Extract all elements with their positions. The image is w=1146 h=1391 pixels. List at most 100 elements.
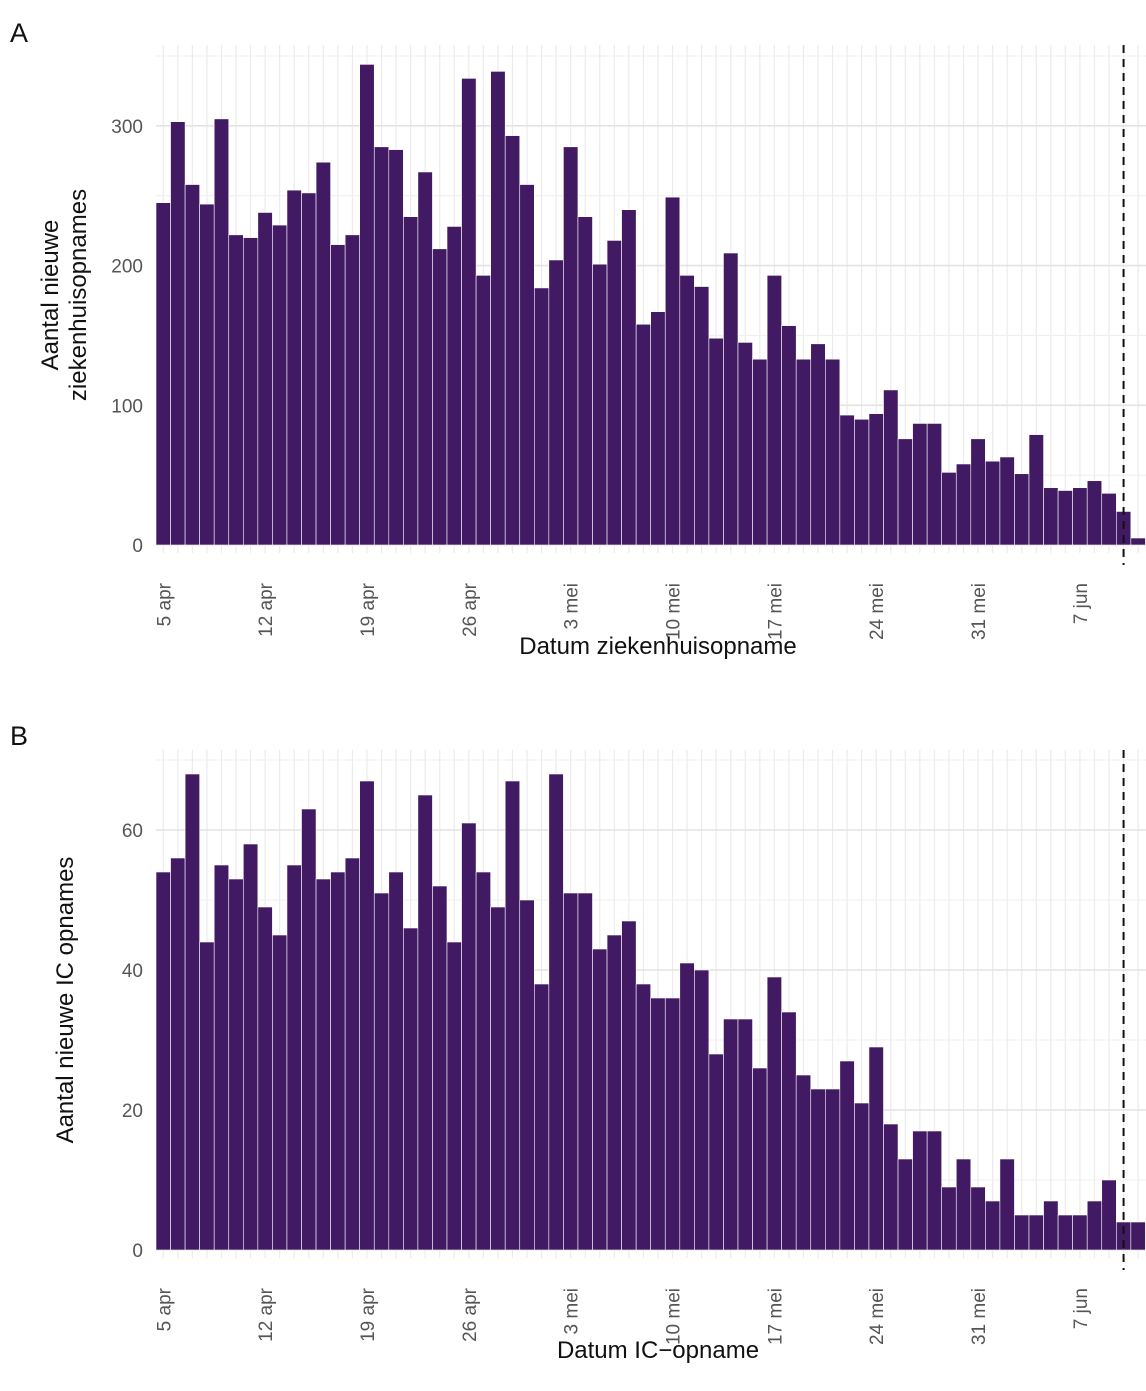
- bar: [301, 192, 317, 546]
- bar: [810, 343, 826, 546]
- bar: [970, 1186, 986, 1251]
- bar: [912, 423, 928, 546]
- bar: [810, 1088, 826, 1251]
- bar: [446, 226, 462, 546]
- bar: [795, 1074, 812, 1251]
- bar: [548, 259, 564, 546]
- x-tick-label: 31 mei: [969, 1288, 990, 1345]
- bar: [985, 1200, 1001, 1251]
- bar: [170, 857, 186, 1251]
- x-tick-label: 17 mei: [765, 1288, 786, 1345]
- x-axis-title: Datum IC−opname: [557, 1337, 759, 1364]
- bar: [824, 1088, 841, 1251]
- bar: [272, 934, 288, 1251]
- bar: [213, 864, 230, 1251]
- x-tick-label: 5 apr: [154, 582, 175, 626]
- bar: [301, 808, 317, 1251]
- bar: [635, 323, 652, 546]
- bar: [257, 906, 273, 1251]
- bar: [708, 337, 724, 546]
- bar: [679, 962, 695, 1251]
- bar: [519, 184, 535, 546]
- bar: [344, 857, 360, 1251]
- bar: [388, 871, 404, 1251]
- bar: [359, 780, 375, 1251]
- chart-panel-b: B 0 20 40 60 5 apr 12 apr 19 apr 26 apr 3 mei 10 m…: [10, 721, 1146, 1364]
- bar: [664, 196, 681, 546]
- bar: [446, 941, 462, 1251]
- bar: [1101, 1179, 1117, 1251]
- bar: [664, 997, 681, 1251]
- bar: [592, 263, 608, 546]
- y-axis-title: Aantal nieuwe IC opnames: [52, 857, 79, 1144]
- bar: [519, 899, 535, 1251]
- bar: [926, 423, 943, 546]
- bar: [577, 216, 593, 546]
- y-axis-title: Aantal nieuwe: [37, 220, 64, 371]
- x-tick-label: 24 mei: [867, 1288, 888, 1345]
- bar: [766, 275, 782, 546]
- bar: [795, 358, 812, 546]
- bar: [766, 976, 782, 1251]
- x-tick-label: 24 mei: [867, 583, 888, 640]
- bar: [1057, 1214, 1073, 1251]
- x-tick-label: 17 mei: [765, 583, 786, 640]
- x-tick-label: 10 mei: [664, 1288, 685, 1345]
- bar: [461, 822, 477, 1251]
- bar: [359, 64, 375, 546]
- bar: [606, 934, 622, 1251]
- bar: [490, 71, 506, 546]
- bar: [461, 78, 477, 546]
- bar: [1101, 493, 1117, 546]
- x-tick-label: 7 jun: [1071, 1288, 1092, 1329]
- bar: [999, 1158, 1015, 1251]
- bar: [606, 240, 622, 546]
- bar: [650, 311, 666, 546]
- bar: [1072, 1214, 1088, 1251]
- bar: [548, 773, 564, 1251]
- x-tick-label: 10 mei: [664, 583, 685, 640]
- bar: [330, 871, 346, 1251]
- bar: [199, 203, 215, 546]
- bar: [1072, 487, 1088, 546]
- bar: [824, 358, 841, 546]
- bar: [955, 1158, 972, 1251]
- bar: [1043, 1200, 1059, 1251]
- bar: [286, 189, 302, 546]
- bar: [1014, 1214, 1030, 1251]
- bar: [723, 1018, 739, 1251]
- bar: [839, 1060, 855, 1251]
- bar: [315, 878, 331, 1251]
- x-tick-label: 31 mei: [969, 583, 990, 640]
- bar: [475, 871, 491, 1251]
- bar: [388, 149, 404, 546]
- x-tick-label: 26 apr: [460, 1287, 481, 1342]
- bar: [650, 997, 666, 1251]
- bar: [912, 1130, 928, 1251]
- x-tick-label: 12 apr: [256, 582, 277, 637]
- bar: [199, 941, 215, 1251]
- y-tick-label: 0: [132, 1241, 143, 1262]
- bar: [1130, 1221, 1146, 1251]
- bar: [854, 418, 870, 546]
- bar: [897, 438, 913, 546]
- bar: [577, 892, 593, 1251]
- bar: [504, 780, 521, 1251]
- y-tick-label: 40: [122, 961, 143, 982]
- x-tick-label: 26 apr: [460, 582, 481, 637]
- bar: [926, 1130, 943, 1251]
- bar: [257, 212, 273, 546]
- bar: [243, 237, 259, 546]
- bar: [868, 1046, 884, 1251]
- bar: [170, 121, 186, 546]
- bar: [985, 460, 1001, 546]
- bar: [781, 1011, 797, 1251]
- x-tick-label: 19 apr: [358, 582, 379, 637]
- y-axis-title: ziekenhuisopnames: [65, 189, 92, 401]
- bars: [155, 773, 1146, 1251]
- bar: [533, 287, 550, 546]
- bar: [883, 1123, 899, 1251]
- bar: [490, 906, 506, 1251]
- x-tick-label: 3 mei: [562, 1288, 583, 1334]
- panel-label: B: [10, 721, 28, 751]
